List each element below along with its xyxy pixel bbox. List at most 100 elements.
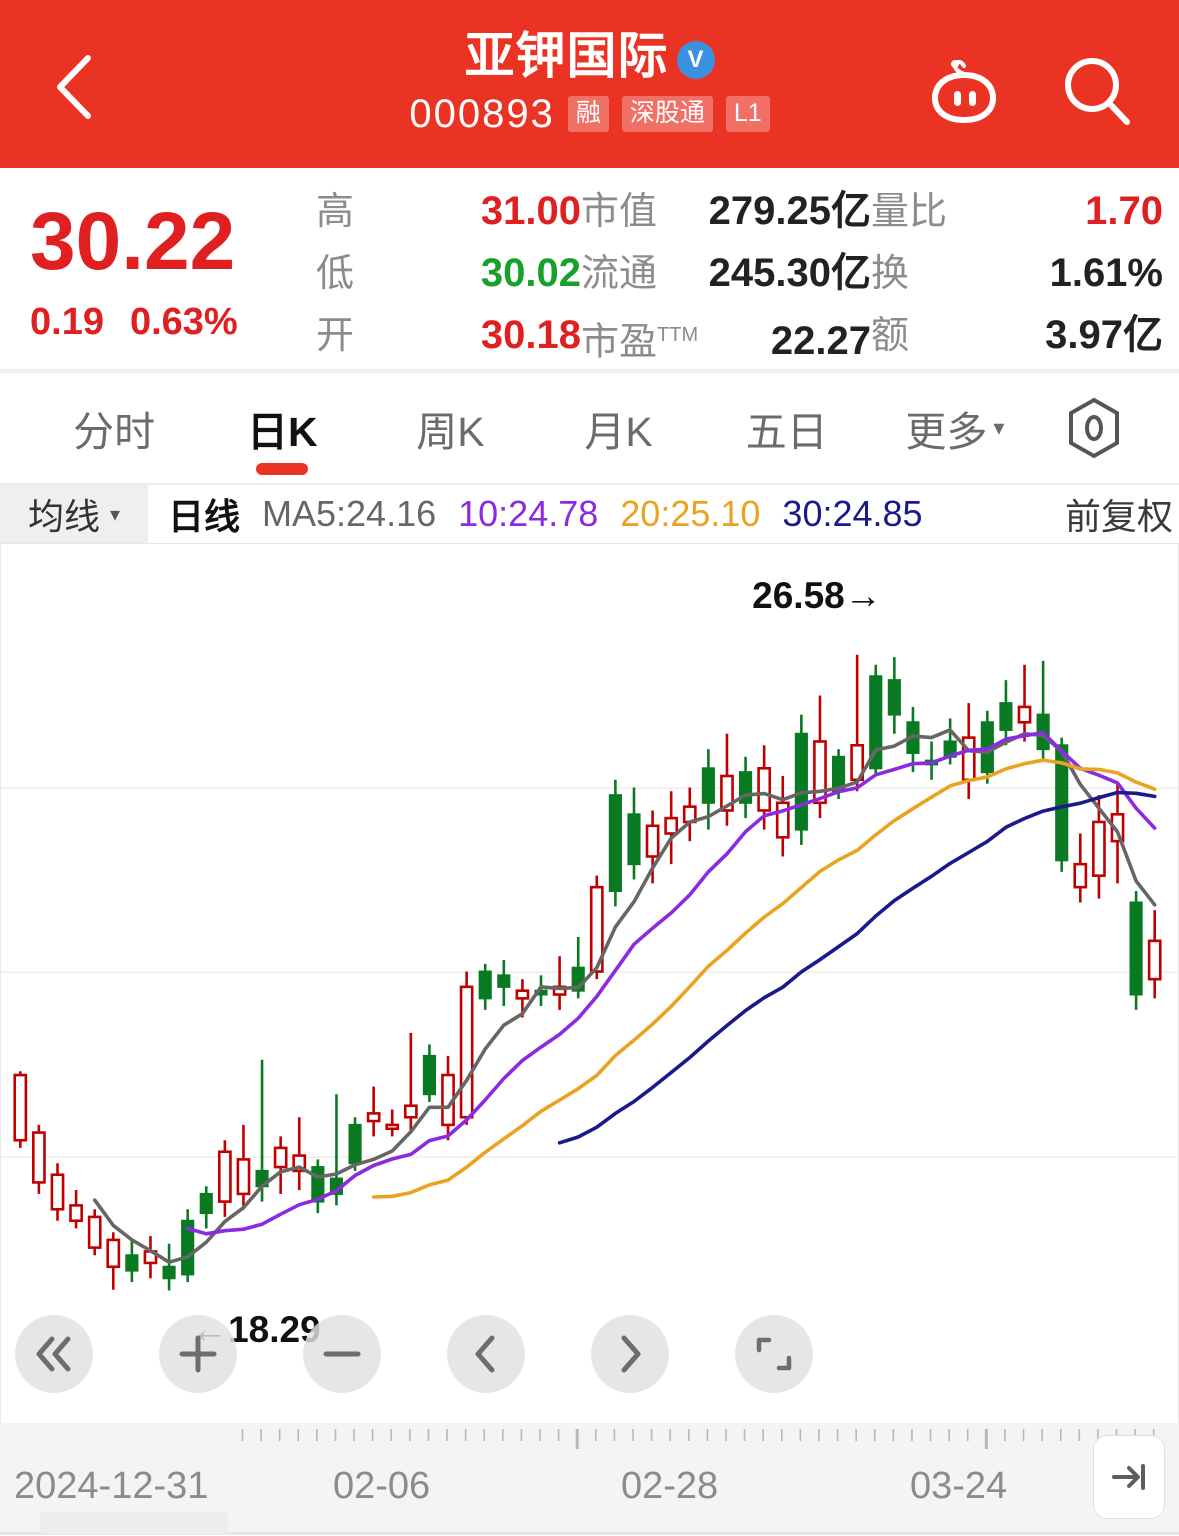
tag-margin: 融 [567, 96, 609, 132]
stat-amount: 额 3.97亿 [871, 304, 1163, 366]
tab-five-day[interactable]: 五日 [703, 373, 871, 483]
header-actions [921, 50, 1139, 141]
verified-badge-icon: V [676, 40, 715, 79]
stat-float-value: 245.30亿 [708, 250, 871, 295]
stat-pe-label: 市盈TTM [581, 321, 699, 364]
volume-block: 量比 1.70 换 1.61% 额 3.97亿 [871, 176, 1163, 369]
stat-turnover: 换 1.61% [871, 242, 1163, 304]
tab-timeline[interactable]: 分时 [30, 373, 198, 483]
chart-period-tabs: 分时 日K 周K 月K 五日 更多 ▾ [0, 373, 1179, 485]
stat-turnover-value: 1.61% [1049, 250, 1163, 295]
stat-marketcap-value: 279.25亿 [708, 188, 871, 233]
stat-open: 开 30.18 [316, 304, 581, 366]
high-low-open-block: 高 31.00 低 30.02 开 30.18 [316, 176, 581, 369]
chevron-left-icon [57, 55, 91, 119]
pan-right-button[interactable] [591, 1315, 669, 1393]
stat-turnover-label: 换 [871, 252, 910, 295]
stat-low-value: 30.02 [480, 250, 581, 295]
stat-amount-value: 3.97亿 [1045, 312, 1163, 357]
tab-more-label: 更多 [905, 409, 988, 455]
stat-pe: 市盈TTM 22.27 [581, 304, 871, 366]
robot-assistant-button[interactable] [921, 50, 1007, 141]
last-price: 30.22 [30, 196, 236, 287]
chevron-down-icon: ▾ [109, 503, 121, 526]
tab-monthly-k[interactable]: 月K [535, 373, 703, 483]
chevron-right-icon [621, 1335, 641, 1373]
header-title-block: 亚钾国际 V 000893 融 深股通 L1 [0, 28, 1179, 137]
stat-volratio: 量比 1.70 [871, 180, 1163, 242]
chart-settings-button[interactable] [1039, 395, 1149, 461]
zoom-out-button[interactable] [303, 1315, 381, 1393]
pan-left-button[interactable] [447, 1315, 525, 1393]
stat-volratio-label: 量比 [871, 190, 948, 233]
ma-selector[interactable]: 均线 ▾ [0, 485, 148, 543]
high-price-annotation: 26.58→ [752, 574, 882, 616]
stat-high-label: 高 [316, 190, 355, 233]
ma20-value: 20:25.10 [620, 493, 761, 534]
jump-to-end-icon [1112, 1464, 1145, 1490]
app-header: 亚钾国际 V 000893 融 深股通 L1 [0, 0, 1179, 168]
fullscreen-icon [756, 1337, 792, 1371]
ma10-value: 10:24.78 [458, 493, 599, 534]
adjust-mode-label[interactable]: 前复权 [1064, 496, 1173, 537]
plus-icon [179, 1335, 217, 1373]
ma-indicator-bar: 均线 ▾ 日线 MA5:24.16 10:24.78 20:25.10 30:2… [0, 485, 1179, 543]
chevron-left-icon [475, 1335, 495, 1373]
candlestick-canvas [1, 654, 1178, 1291]
date-label-3: 03-24 [910, 1465, 1008, 1507]
minus-icon [323, 1351, 361, 1357]
price-change-percent: 0.63% [129, 301, 238, 343]
fullscreen-button[interactable] [735, 1315, 813, 1393]
price-block: 30.22 0.19 0.63% [16, 176, 316, 369]
stat-low: 低 30.02 [316, 242, 581, 304]
chart-settings-icon [1069, 397, 1120, 459]
stat-volratio-value: 1.70 [1085, 188, 1163, 233]
tab-five-day-label: 五日 [745, 409, 828, 455]
stat-amount-label: 额 [871, 314, 910, 357]
stat-pe-value: 22.27 [770, 319, 871, 364]
stat-open-value: 30.18 [480, 312, 581, 357]
stat-high: 高 31.00 [316, 180, 581, 242]
stat-low-label: 低 [316, 252, 355, 295]
ma-period-label: 日线 [168, 496, 241, 537]
stat-float-label: 流通 [581, 252, 658, 295]
stat-marketcap: 市值 279.25亿 [581, 180, 871, 242]
quote-panel: 30.22 0.19 0.63% 高 31.00 低 30.02 开 30.18… [0, 168, 1179, 373]
ma30-value: 30:24.85 [782, 493, 923, 534]
price-change: 0.19 [30, 301, 104, 343]
candlestick-chart[interactable]: 27.24 24.84 22.44 20.03 17.63 26.58→ ←18… [0, 543, 1179, 1423]
tab-daily-k[interactable]: 日K [198, 373, 366, 483]
tab-weekly-k[interactable]: 周K [366, 373, 534, 483]
jump-to-latest-button[interactable] [1093, 1435, 1165, 1519]
stock-code: 000893 [409, 91, 555, 136]
axis-ticks [241, 1429, 1155, 1449]
tab-monthly-k-label: 月K [584, 409, 653, 455]
search-icon [1065, 58, 1130, 125]
tab-more[interactable]: 更多 ▾ [871, 373, 1039, 483]
chevron-down-icon: ▾ [993, 415, 1005, 440]
stat-open-label: 开 [316, 314, 355, 357]
stock-name: 亚钾国际 [464, 28, 669, 84]
tab-timeline-label: 分时 [73, 409, 156, 455]
tag-connect: 深股通 [621, 96, 713, 132]
ma5-value: MA5:24.16 [262, 493, 437, 534]
ma-selector-label: 均线 [27, 496, 100, 537]
robot-icon [931, 59, 997, 124]
stat-float: 流通 245.30亿 [581, 242, 871, 304]
date-label-0: 2024-12-31 [14, 1465, 209, 1507]
date-label-1: 02-06 [333, 1465, 431, 1507]
rewind-button[interactable] [15, 1315, 93, 1393]
pe-ttm-sup: TTM [657, 323, 699, 346]
stat-marketcap-label: 市值 [581, 190, 658, 233]
footer-placeholder [40, 1512, 228, 1534]
search-button[interactable] [1057, 52, 1139, 139]
double-chevron-left-icon [36, 1336, 71, 1372]
chart-control-bar [1, 1315, 1178, 1393]
tab-weekly-k-label: 周K [416, 409, 485, 455]
tag-level: L1 [725, 96, 770, 132]
stat-high-value: 31.00 [480, 188, 581, 233]
back-button[interactable] [40, 52, 110, 122]
tab-daily-k-label: 日K [246, 409, 318, 455]
zoom-in-button[interactable] [159, 1315, 237, 1393]
marketcap-block: 市值 279.25亿 流通 245.30亿 市盈TTM 22.27 [581, 176, 871, 369]
